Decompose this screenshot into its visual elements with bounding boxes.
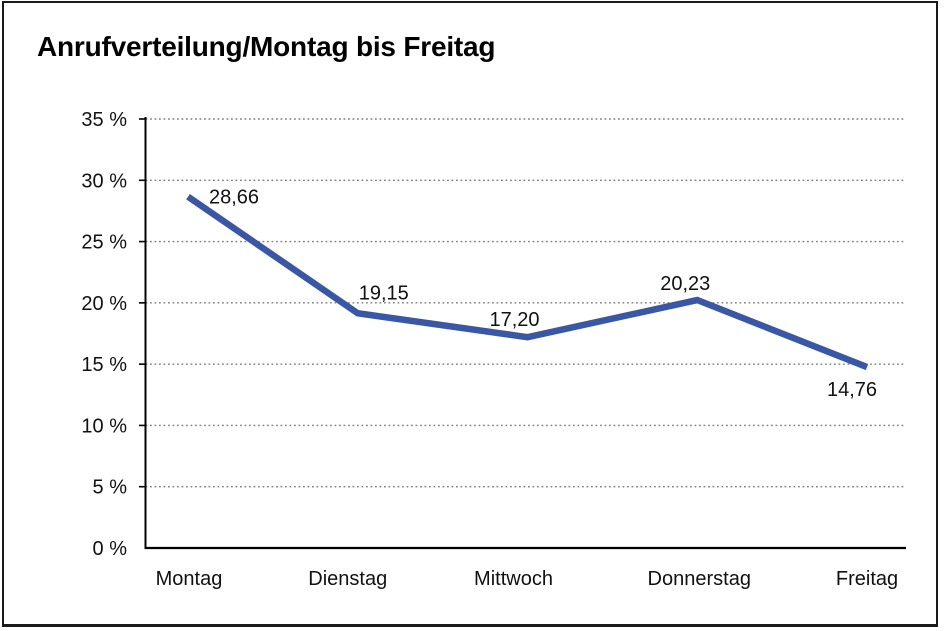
y-axis-tick-label: 5 % xyxy=(93,477,128,499)
data-point-label: 20,23 xyxy=(660,273,710,295)
data-point-label: 17,20 xyxy=(489,309,539,331)
y-axis-tick-label: 25 % xyxy=(81,232,127,254)
data-point-label: 28,66 xyxy=(209,187,259,209)
x-axis-category-label: Donnerstag xyxy=(648,568,751,590)
y-axis-tick-label: 15 % xyxy=(81,354,127,376)
chart-title: Anrufverteilung/Montag bis Freitag xyxy=(37,31,496,62)
y-axis-tick-label: 0 % xyxy=(93,538,128,560)
x-axis-category-label: Dienstag xyxy=(308,568,387,590)
y-axis-tick-label: 30 % xyxy=(81,170,127,192)
data-point-label: 19,15 xyxy=(359,282,409,304)
y-axis-tick-label: 20 % xyxy=(81,293,127,315)
y-axis-tick-label: 10 % xyxy=(81,415,127,437)
data-point-label: 14,76 xyxy=(827,379,877,401)
x-axis-category-label: Mittwoch xyxy=(474,568,553,590)
x-axis-category-label: Montag xyxy=(156,568,223,590)
x-axis-category-label: Freitag xyxy=(836,568,898,590)
y-axis-tick-label: 35 % xyxy=(81,109,127,131)
data-series-line xyxy=(186,194,869,371)
